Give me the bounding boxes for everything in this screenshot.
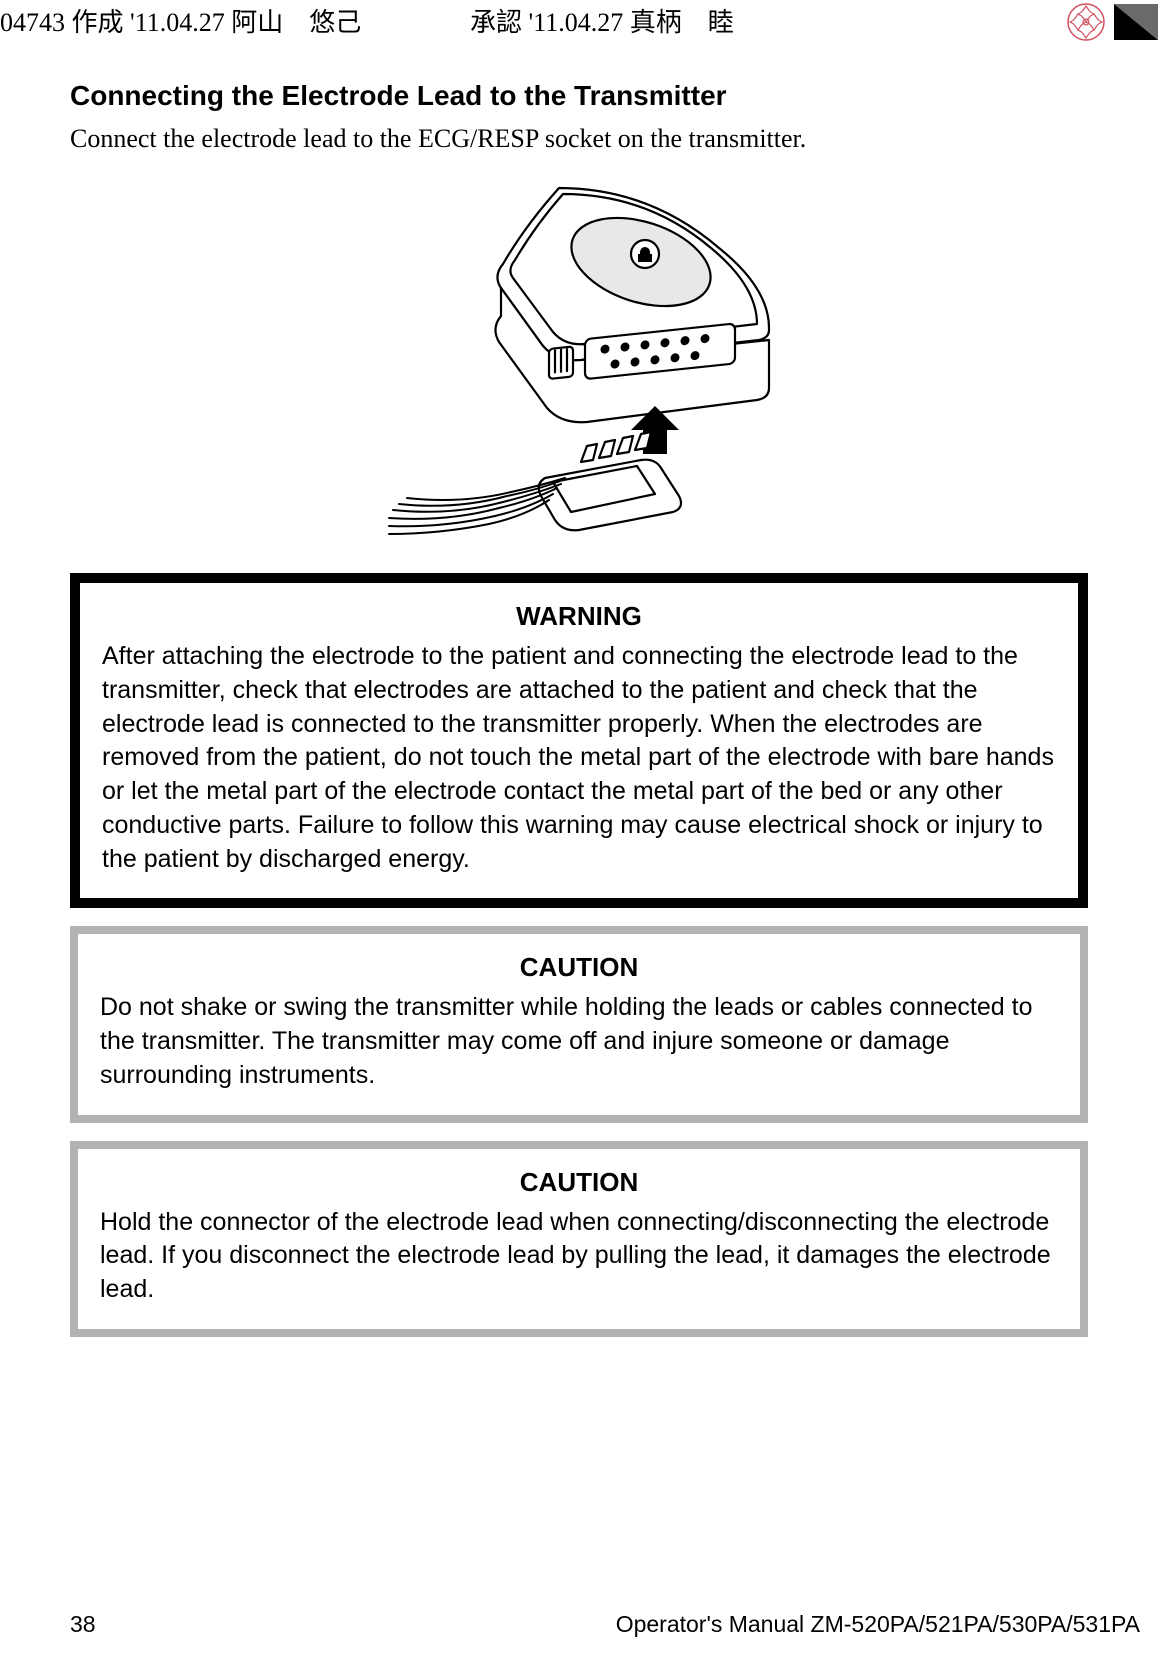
caution-1-body: Do not shake or swing the transmitter wh…	[100, 991, 1058, 1092]
footer: 38 Operator's Manual ZM-520PA/521PA/530P…	[70, 1611, 1140, 1638]
approval-stamp-icon	[1066, 2, 1106, 42]
content-area: Connecting the Electrode Lead to the Tra…	[70, 80, 1088, 1355]
approved-label: 承認	[470, 8, 522, 37]
warning-title: WARNING	[102, 601, 1056, 632]
caution-box-2: CAUTION Hold the connector of the electr…	[70, 1141, 1088, 1337]
header-left: 04743 作成 '11.04.27 阿山 悠己	[0, 2, 361, 39]
page: 04743 作成 '11.04.27 阿山 悠己 承認 '11.04.27 真柄…	[0, 0, 1158, 1676]
caution-1-title: CAUTION	[100, 952, 1058, 983]
transmitter-connector-figure	[70, 178, 1088, 543]
caution-2-body: Hold the connector of the electrode lead…	[100, 1206, 1058, 1307]
doc-number: 04743	[0, 8, 65, 37]
approved-date: '11.04.27	[529, 8, 624, 37]
created-by: 阿山 悠己	[231, 8, 361, 37]
section-body: Connect the electrode lead to the ECG/RE…	[70, 124, 1088, 154]
approved-by: 真柄 睦	[630, 8, 734, 37]
created-date: '11.04.27	[130, 8, 225, 37]
caution-box-1: CAUTION Do not shake or swing the transm…	[70, 926, 1088, 1122]
caution-2-title: CAUTION	[100, 1167, 1058, 1198]
header-bar: 04743 作成 '11.04.27 阿山 悠己 承認 '11.04.27 真柄…	[0, 4, 1158, 36]
created-label: 作成	[72, 8, 124, 37]
page-number: 38	[70, 1611, 96, 1638]
corner-mark-icon	[1114, 4, 1158, 40]
header-center: 承認 '11.04.27 真柄 睦	[470, 2, 734, 39]
warning-box: WARNING After attaching the electrode to…	[70, 573, 1088, 908]
footer-doc-title: Operator's Manual ZM-520PA/521PA/530PA/5…	[616, 1611, 1140, 1638]
warning-body: After attaching the electrode to the pat…	[102, 640, 1056, 876]
section-title: Connecting the Electrode Lead to the Tra…	[70, 80, 1088, 112]
